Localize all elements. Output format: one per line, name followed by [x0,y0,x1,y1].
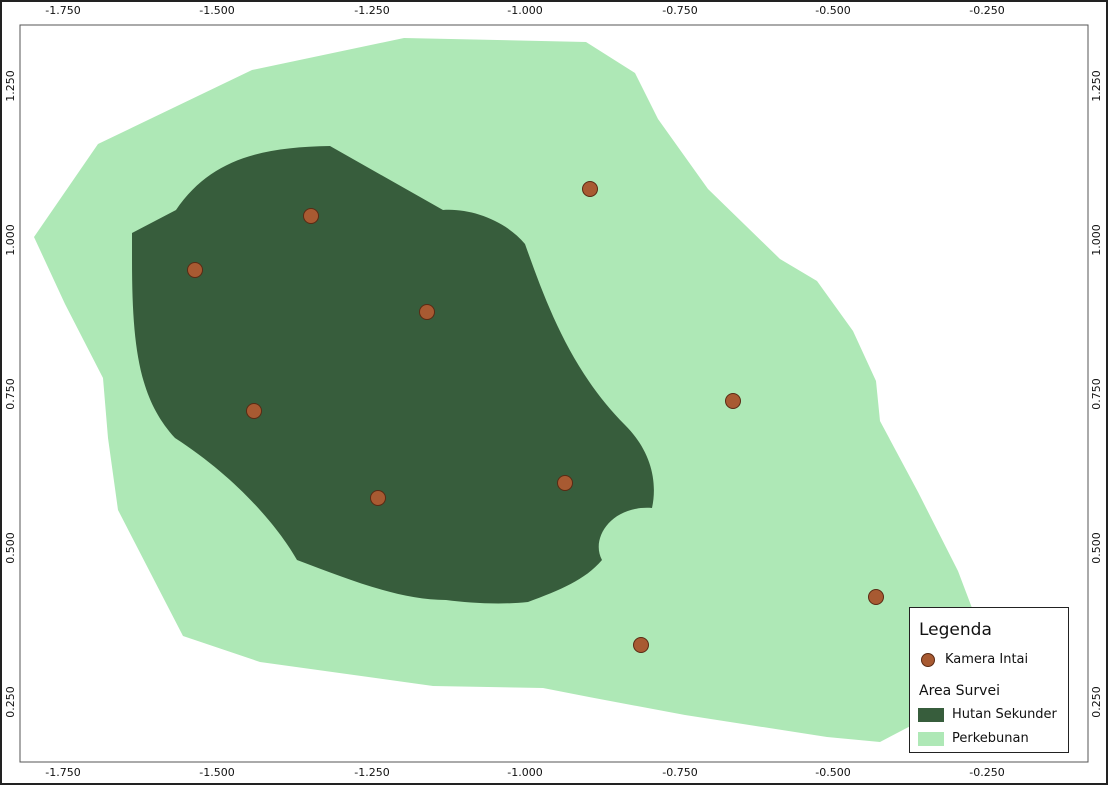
x-tick-top-2: -1.250 [354,4,389,17]
x-tick-bottom-4: -0.750 [662,766,697,779]
y-tick-right-4: 0.250 [1090,686,1103,718]
x-tick-bottom-2: -1.250 [354,766,389,779]
y-tick-right-3: 0.500 [1090,532,1103,564]
x-tick-bottom-1: -1.500 [199,766,234,779]
x-tick-bottom-6: -0.250 [969,766,1004,779]
camera-point-9 [868,589,884,605]
legend-label-kamera: Kamera Intai [945,652,1029,667]
y-tick-left-3: 0.500 [4,532,17,564]
camera-point-4 [419,304,435,320]
camera-point-5 [246,403,262,419]
camera-point-8 [370,490,386,506]
y-tick-left-2: 0.750 [4,378,17,410]
legend-group-title: Area Survei [919,683,1000,699]
y-tick-right-0: 1.250 [1090,70,1103,102]
x-tick-top-6: -0.250 [969,4,1004,17]
legend: Legenda Kamera Intai Area Survei Hutan S… [909,607,1069,753]
coordinate-ticks: -1.750 -1.750 -1.500 -1.500 -1.250 -1.250 -1.0… [4,4,1103,779]
kebun-swatch-icon [918,731,944,746]
legend-label-hutan: Hutan Sekunder [952,707,1057,722]
x-tick-top-5: -0.500 [815,4,850,17]
y-tick-right-1: 1.000 [1090,224,1103,256]
legend-item-kebun: Perkebunan [918,731,1029,746]
x-tick-top-3: -1.000 [507,4,542,17]
x-tick-bottom-3: -1.000 [507,766,542,779]
y-tick-left-0: 1.250 [4,70,17,102]
camera-point-6 [725,393,741,409]
camera-point-7 [557,475,573,491]
legend-item-hutan: Hutan Sekunder [918,707,1057,722]
camera-points [187,181,884,653]
hutan-swatch-icon [918,707,944,722]
camera-point-10 [633,637,649,653]
camera-point-3 [187,262,203,278]
x-tick-top-0: -1.750 [45,4,80,17]
y-tick-left-4: 0.250 [4,686,17,718]
hutan-sekunder-area [132,146,654,604]
y-tick-right-2: 0.750 [1090,378,1103,410]
legend-label-kebun: Perkebunan [952,731,1029,746]
y-tick-left-1: 1.000 [4,224,17,256]
x-tick-bottom-0: -1.750 [45,766,80,779]
camera-point-2 [303,208,319,224]
legend-title: Legenda [919,620,992,640]
camera-dot-icon [921,652,935,667]
x-tick-top-1: -1.500 [199,4,234,17]
legend-item-kamera: Kamera Intai [918,652,1028,667]
x-tick-top-4: -0.750 [662,4,697,17]
camera-point-1 [582,181,598,197]
x-tick-bottom-5: -0.500 [815,766,850,779]
